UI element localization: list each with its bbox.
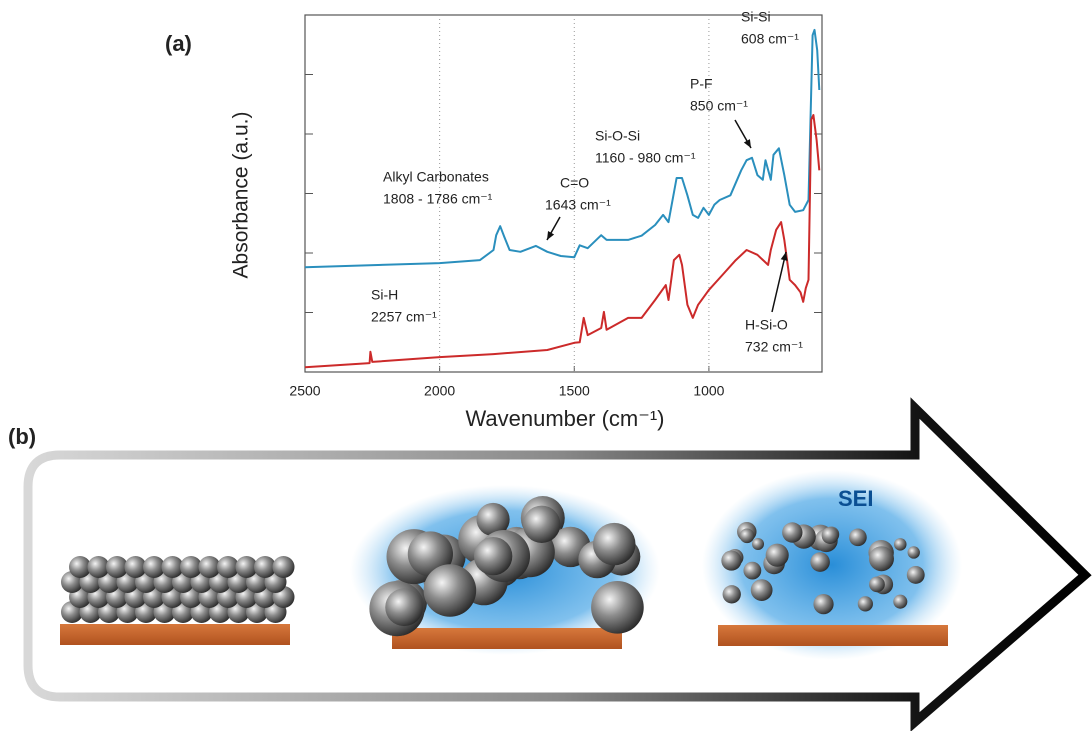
particle [869, 576, 885, 592]
particle [822, 527, 839, 544]
particle [424, 564, 477, 617]
annotation: 1643 cm⁻¹ [545, 197, 611, 213]
particle [766, 544, 789, 567]
particle [751, 579, 773, 601]
particle [869, 546, 894, 571]
particle [893, 595, 907, 609]
particle [523, 506, 560, 543]
particle [908, 546, 920, 558]
particle [593, 523, 636, 566]
particle [894, 538, 907, 551]
particle [782, 522, 802, 542]
sei-label: SEI [838, 486, 873, 511]
particle [273, 556, 295, 578]
annotation: P-F [690, 76, 713, 92]
x-tick-label: 1500 [559, 383, 590, 399]
x-tick-label: 2500 [289, 383, 320, 399]
particle [858, 596, 873, 611]
particle [723, 585, 741, 603]
electrode-diagram [60, 470, 962, 660]
x-tick-label: 2000 [424, 383, 455, 399]
annotation: 850 cm⁻¹ [690, 98, 748, 114]
annotation: H-Si-O [745, 317, 788, 333]
particle [591, 581, 644, 634]
particle [813, 594, 833, 614]
annotation-arrow [772, 252, 786, 312]
substrate [718, 625, 948, 646]
panel-label: (a) [165, 31, 192, 56]
y-axis-title: Absorbance (a.u.) [230, 112, 253, 279]
annotation: 732 cm⁻¹ [745, 339, 803, 355]
x-tick-label: 1000 [693, 383, 724, 399]
particle [474, 537, 512, 575]
annotation: 2257 cm⁻¹ [371, 309, 437, 325]
panel-label: (b) [8, 424, 36, 449]
particle [385, 588, 423, 626]
annotation: C=O [560, 175, 589, 191]
annotation: 1160 - 980 cm⁻¹ [595, 150, 696, 166]
annotation: 1808 - 1786 cm⁻¹ [383, 191, 493, 207]
particle [810, 552, 830, 572]
annotation: 608 cm⁻¹ [741, 31, 799, 47]
annotation: Alkyl Carbonates [383, 169, 489, 185]
spectrum-line [305, 30, 819, 267]
particle [907, 566, 925, 584]
particle [743, 562, 761, 580]
annotation: Si-H [371, 287, 398, 303]
particle [740, 529, 755, 544]
annotation: Si-O-Si [595, 128, 640, 144]
annotation: Si-Si [741, 9, 771, 25]
particle [849, 529, 867, 547]
figure: (a) (b) SEI 2500 2000 1500 1000 Wavenumber (… [0, 0, 1092, 731]
x-axis-title: Wavenumber (cm⁻¹) [465, 406, 664, 431]
spectrum-line [305, 115, 819, 367]
substrate [392, 628, 622, 649]
substrate [60, 624, 290, 645]
particle [752, 538, 764, 550]
particle [721, 550, 741, 570]
